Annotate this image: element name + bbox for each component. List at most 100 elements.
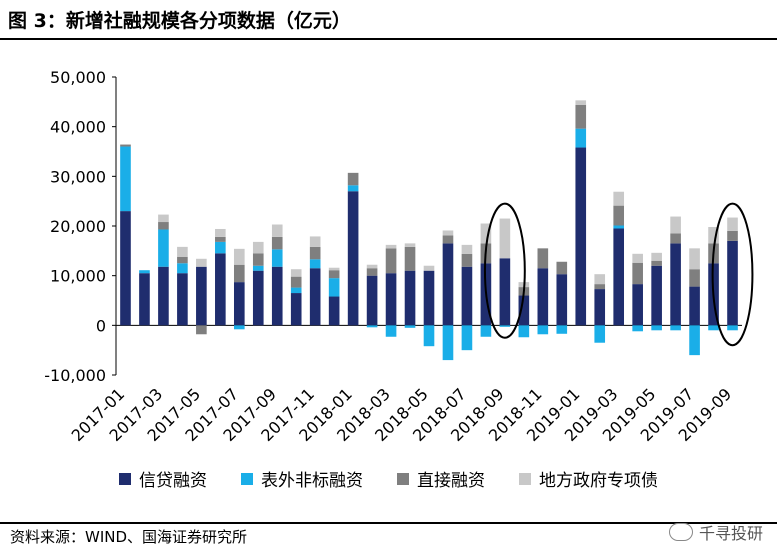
bar-segment (613, 205, 625, 226)
bars (120, 100, 738, 361)
bar-segment (385, 244, 397, 249)
bar-segment (196, 266, 207, 326)
bar-segment (575, 104, 587, 129)
bar-segment (366, 325, 378, 328)
bar-segment (158, 229, 169, 267)
bar-segment (442, 235, 454, 244)
bar-segment (196, 258, 207, 267)
bar-segment (423, 325, 435, 347)
legend-item: 地方政府专项债 (519, 466, 658, 491)
bar-segment (196, 325, 207, 335)
bar-segment (594, 325, 606, 343)
bar-segment (177, 273, 188, 326)
bar-segment (537, 248, 549, 269)
bar-segment (461, 244, 473, 254)
bar-segment (120, 146, 131, 212)
bar-segment (158, 266, 169, 326)
highlight-ellipse (483, 202, 526, 339)
legend-swatch (519, 472, 531, 485)
legend: 信贷融资 表外非标融资 直接融资 地方政府专项债 (0, 466, 777, 491)
highlight-ellipses (483, 202, 754, 347)
y-tick-label: 50,000 (50, 68, 106, 87)
legend-label: 地方政府专项债 (539, 471, 658, 491)
bar-segment (139, 270, 150, 274)
bar-segment (404, 270, 416, 326)
bar-segment (328, 278, 340, 297)
bar-segment (594, 284, 606, 290)
bar-segment (480, 325, 492, 337)
bar-segment (347, 191, 359, 326)
bar-segment (632, 284, 643, 326)
legend-swatch (397, 472, 409, 485)
bar-segment (594, 289, 606, 326)
bar-segment (727, 230, 738, 241)
bar-segment (670, 243, 681, 326)
wechat-icon (668, 523, 693, 541)
bar-segment (271, 236, 283, 250)
highlight-ellipse (711, 202, 754, 347)
legend-label: 直接融资 (417, 471, 485, 491)
bar-segment (347, 172, 359, 186)
bar-segment (120, 144, 131, 147)
bar-segment (252, 241, 264, 254)
bar-segment (404, 243, 416, 247)
bar-segment (233, 248, 245, 265)
bar-segment (556, 325, 568, 334)
bar-segment (613, 191, 625, 206)
bar-segment (120, 211, 131, 326)
bar-segment (670, 216, 681, 234)
bar-segment (177, 256, 188, 264)
bar-segment (215, 253, 226, 326)
bar-segment (613, 228, 625, 326)
bar-segment (594, 274, 606, 285)
legend-label: 信贷融资 (139, 471, 207, 491)
bar-segment (252, 265, 264, 271)
top-rule (0, 38, 777, 40)
bar-segment (727, 240, 738, 326)
bar-segment (651, 325, 662, 331)
bar-segment (158, 214, 169, 223)
bar-segment (499, 218, 511, 259)
bar-segment (499, 258, 511, 326)
bar-segment (670, 325, 681, 331)
bar-segment (404, 246, 416, 271)
bar-segment (328, 267, 340, 271)
bar-segment (480, 223, 492, 244)
bar-segment (158, 222, 169, 230)
legend-label: 表外非标融资 (261, 471, 363, 491)
bar-segment (328, 270, 340, 279)
bar-segment (689, 248, 700, 270)
bar-segment (309, 236, 321, 247)
bar-segment (366, 275, 378, 326)
bar-segment (727, 325, 738, 331)
legend-swatch (241, 472, 253, 485)
bar-segment (309, 246, 321, 260)
bar-segment (366, 268, 378, 276)
legend-item: 表外非标融资 (241, 466, 363, 491)
bar-segment (499, 325, 511, 327)
legend-swatch (119, 472, 131, 485)
bar-segment (689, 286, 700, 326)
bar-segment (518, 295, 530, 326)
bar-segment (271, 249, 283, 267)
y-tick-label: 40,000 (50, 118, 106, 137)
bar-segment (708, 226, 719, 244)
bar-segment (461, 266, 473, 326)
bar-segment (215, 228, 226, 237)
bar-segment (651, 265, 662, 326)
x-tick-labels: 2017-012017-032017-052017-072017-092017-… (68, 384, 736, 445)
bar-segment (575, 128, 587, 148)
figure-title: 图 3：新增社融规模各分项数据（亿元） (8, 10, 351, 32)
legend-item: 信贷融资 (119, 466, 207, 491)
bar-segment (347, 185, 359, 192)
bar-segment (689, 325, 700, 356)
bar-segment (290, 276, 302, 288)
bar-segment (423, 265, 435, 271)
bar-segment (632, 262, 643, 285)
bar-segment (461, 325, 473, 351)
bar-segment (727, 217, 738, 231)
bar-segment (651, 252, 662, 261)
y-tick-label: 0 (96, 316, 106, 335)
bar-segment (385, 273, 397, 326)
source-note: 资料来源：WIND、国海证券研究所 (10, 528, 248, 546)
